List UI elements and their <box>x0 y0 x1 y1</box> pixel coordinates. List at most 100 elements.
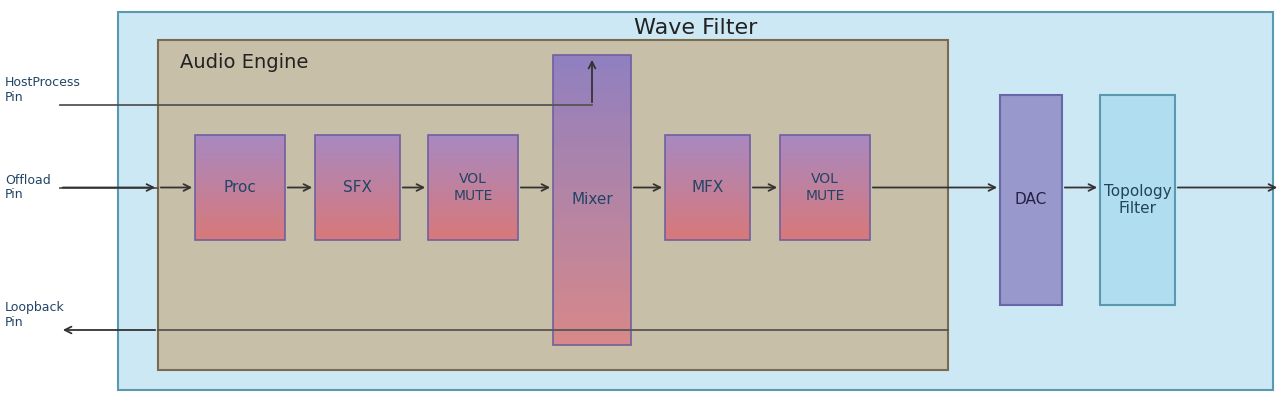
Bar <box>781 160 871 161</box>
Bar <box>195 146 285 147</box>
Bar <box>315 236 400 238</box>
Bar <box>665 165 750 166</box>
Bar <box>781 180 871 182</box>
Bar <box>781 170 871 172</box>
Bar <box>428 216 518 217</box>
Bar <box>195 224 285 226</box>
Bar <box>781 144 871 146</box>
Bar <box>781 238 871 240</box>
Bar <box>195 231 285 233</box>
Bar <box>315 212 400 214</box>
Bar <box>428 202 518 203</box>
Bar <box>553 123 631 128</box>
Bar <box>665 135 750 240</box>
Text: HostProcess
Pin: HostProcess Pin <box>5 76 81 104</box>
Bar <box>665 205 750 207</box>
Bar <box>315 161 400 163</box>
Bar <box>553 306 631 311</box>
Bar <box>428 212 518 214</box>
Bar <box>1100 95 1175 305</box>
Bar <box>553 205 631 210</box>
Bar <box>195 193 285 194</box>
Bar <box>665 170 750 172</box>
Text: Proc: Proc <box>224 180 256 195</box>
Bar <box>553 302 631 306</box>
Bar <box>315 170 400 172</box>
Bar <box>195 228 285 230</box>
Bar <box>781 135 871 137</box>
Bar <box>665 135 750 137</box>
Bar <box>665 168 750 170</box>
Bar <box>195 142 285 144</box>
Bar <box>195 200 285 202</box>
Bar <box>553 171 631 176</box>
Bar <box>195 208 285 210</box>
Bar <box>781 194 871 196</box>
Bar <box>665 152 750 154</box>
Bar <box>781 172 871 174</box>
Bar <box>195 144 285 146</box>
Bar <box>428 135 518 240</box>
Text: SFX: SFX <box>343 180 372 195</box>
Bar <box>315 217 400 219</box>
Bar <box>553 195 631 200</box>
Bar <box>195 170 285 172</box>
Bar <box>428 166 518 168</box>
Bar <box>428 235 518 236</box>
Bar <box>553 161 631 166</box>
Bar <box>315 202 400 203</box>
Bar <box>553 311 631 316</box>
Bar <box>195 168 285 170</box>
Bar <box>315 175 400 177</box>
Bar <box>665 138 750 140</box>
Bar <box>553 70 631 74</box>
Bar <box>781 161 871 163</box>
Bar <box>315 163 400 165</box>
Bar <box>118 12 1273 390</box>
Bar <box>195 214 285 216</box>
Bar <box>315 179 400 180</box>
Bar <box>781 228 871 230</box>
Bar <box>665 172 750 174</box>
Bar <box>665 154 750 156</box>
Bar <box>781 207 871 208</box>
Bar <box>428 184 518 186</box>
Bar <box>781 222 871 224</box>
Bar <box>195 210 285 212</box>
Bar <box>665 202 750 203</box>
Bar <box>315 144 400 146</box>
Bar <box>428 180 518 182</box>
Bar <box>665 184 750 186</box>
Bar <box>553 103 631 108</box>
Bar <box>428 158 518 160</box>
Bar <box>428 160 518 161</box>
Bar <box>665 149 750 151</box>
Bar <box>553 292 631 297</box>
Bar <box>553 137 631 142</box>
Bar <box>781 208 871 210</box>
Bar <box>665 224 750 226</box>
Bar <box>665 238 750 240</box>
Bar <box>665 208 750 210</box>
Bar <box>428 170 518 172</box>
Text: MFX: MFX <box>692 180 724 195</box>
Bar <box>428 149 518 151</box>
Bar <box>665 203 750 205</box>
Bar <box>428 175 518 177</box>
Bar <box>315 214 400 216</box>
Bar <box>428 189 518 191</box>
Bar <box>195 179 285 180</box>
Bar <box>781 200 871 202</box>
Bar <box>195 147 285 149</box>
Bar <box>665 216 750 217</box>
Bar <box>781 140 871 142</box>
Bar <box>553 330 631 335</box>
Bar <box>315 200 400 202</box>
Bar <box>665 142 750 144</box>
Bar <box>195 207 285 208</box>
Bar <box>195 221 285 222</box>
Bar <box>195 174 285 175</box>
Bar <box>553 214 631 219</box>
Bar <box>553 224 631 229</box>
Bar <box>428 144 518 146</box>
